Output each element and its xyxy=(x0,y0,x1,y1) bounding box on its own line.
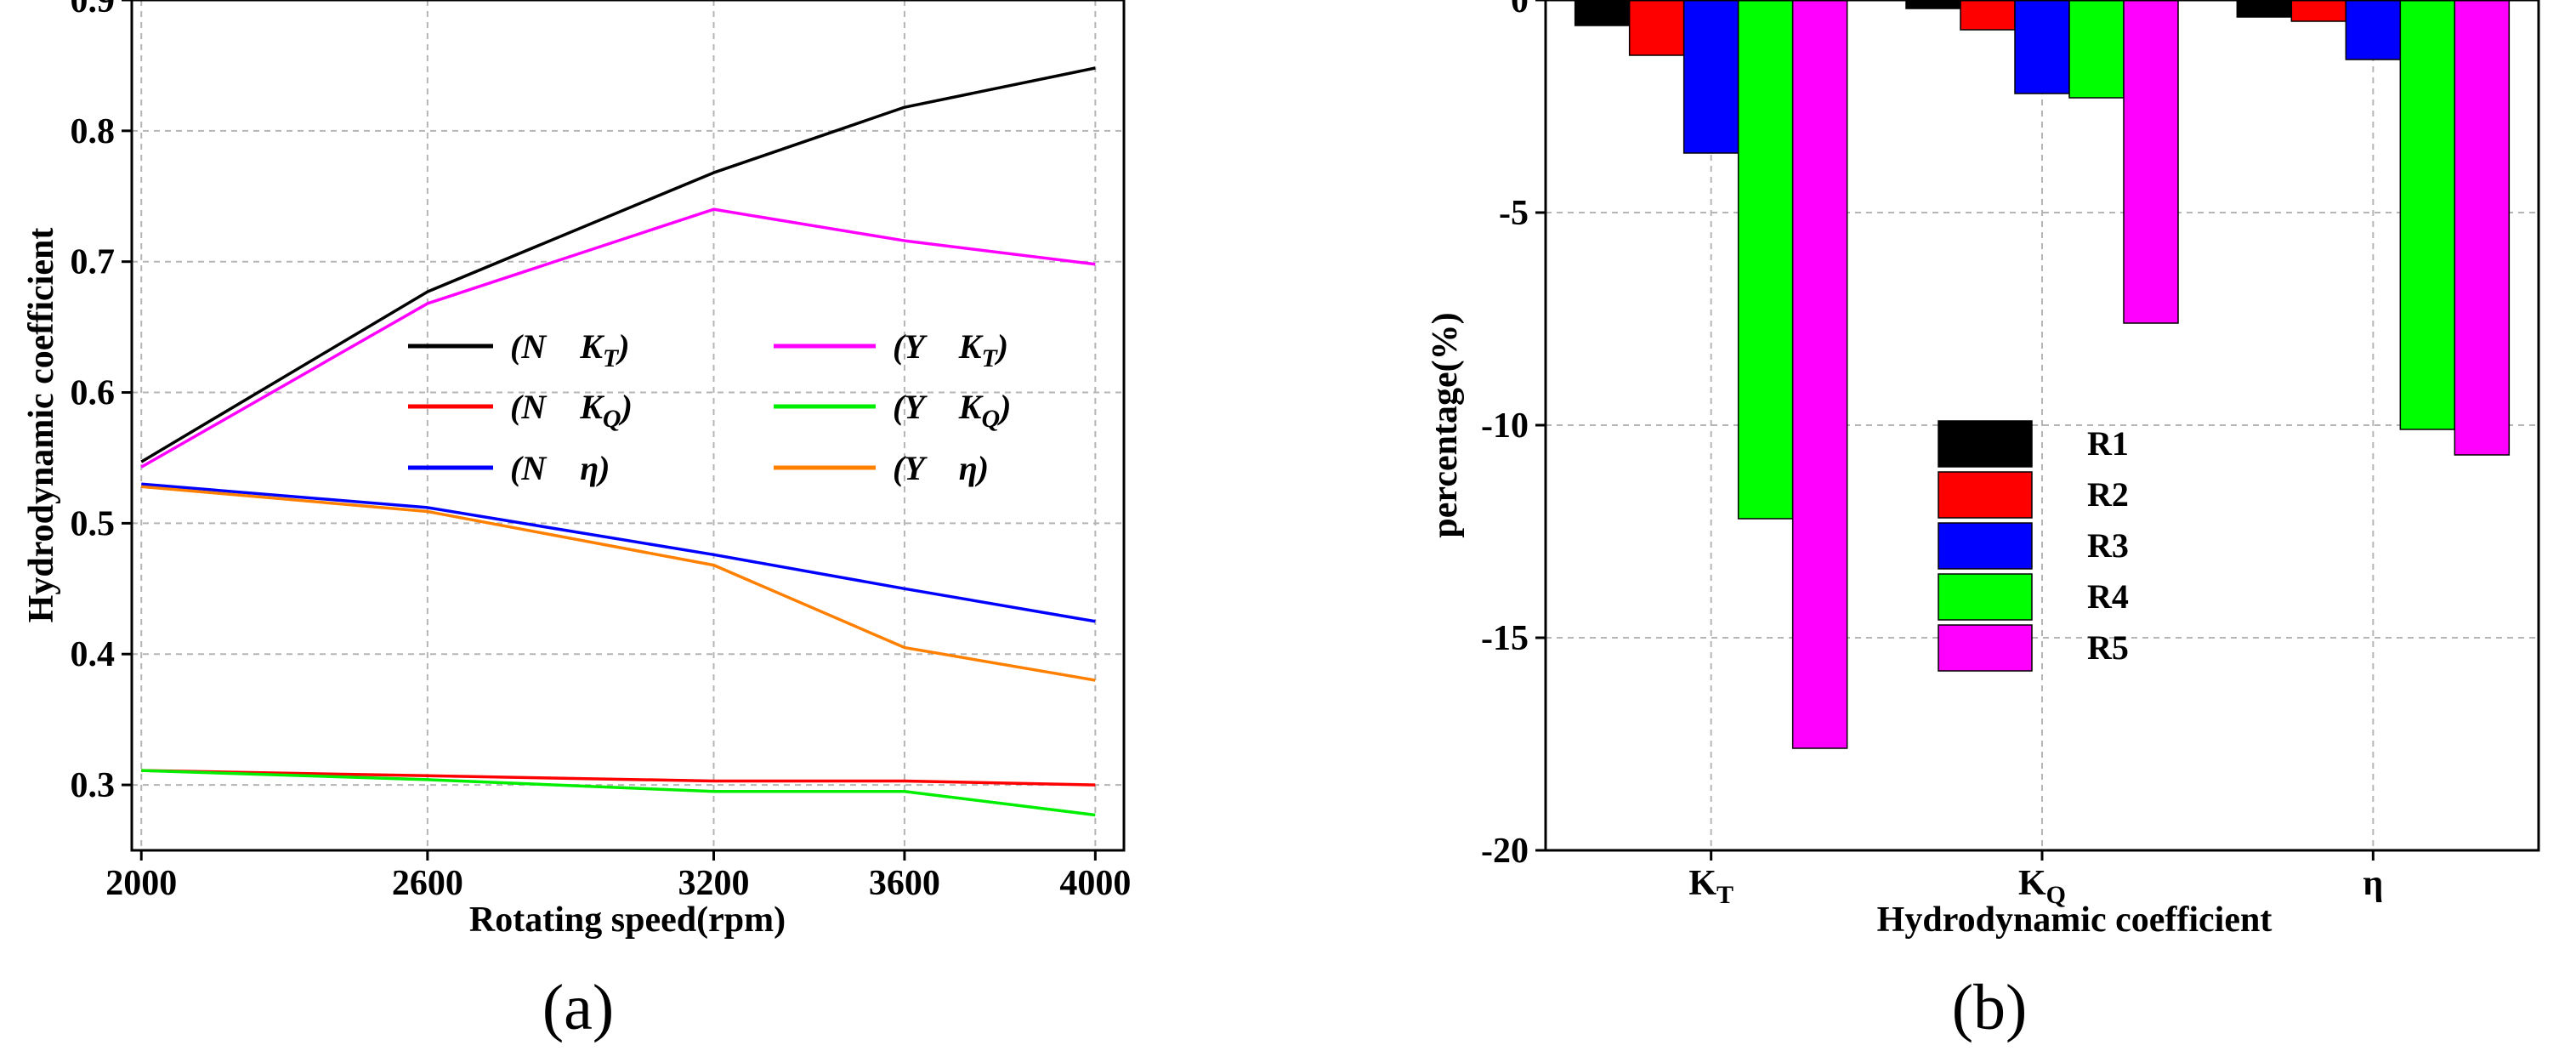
series-line-N_KT xyxy=(140,66,1096,463)
bar-chart-x-axis-label: Hydrodynamic coefficient xyxy=(1877,900,2272,940)
series-line-N_KQ xyxy=(141,769,1096,787)
legend-swatch-R1 xyxy=(1938,420,2033,468)
line-chart-frame xyxy=(130,0,1126,852)
legend-label-R2: R2 xyxy=(2087,475,2129,514)
bar-R1-2 xyxy=(2236,0,2293,18)
bar-R2-1 xyxy=(1960,0,2016,31)
panel-b: 0 -5 -10 -15 -20 KT KQ η R1 R2 R3 R4 R5 Hydrodynam… xyxy=(1426,0,2540,1043)
line-chart-grid xyxy=(132,0,1124,850)
series-line-Y_KT xyxy=(140,207,1096,469)
line-chart-x-axis-label: Rotating speed(rpm) xyxy=(469,900,786,940)
bar-R1-0 xyxy=(1574,0,1631,26)
legend-swatch-R5 xyxy=(1938,624,2033,672)
bar-chart-y-tick-label: -5 xyxy=(1499,194,1529,233)
panel-a-label: (a) xyxy=(542,972,614,1043)
line-chart-y-tick-label: 0.8 xyxy=(71,112,116,151)
line-chart-y-tick-label: 0.3 xyxy=(71,766,116,805)
line-chart-x-tick-label: 3200 xyxy=(678,864,749,903)
bar-chart-y-tick-label: -20 xyxy=(1481,832,1529,871)
bar-chart-x-tick-label: KT xyxy=(1688,864,1733,909)
bar-chart-y-tick-label: -10 xyxy=(1481,406,1529,446)
line-chart-y-axis-label: Hydrodynamic coefficient xyxy=(22,228,61,623)
bar-R3-2 xyxy=(2345,0,2402,60)
legend-swatch-R4 xyxy=(1938,573,2033,621)
line-chart-x-tick-label: 2600 xyxy=(392,864,463,903)
legend-label-Y_KT: (Y KT) xyxy=(893,327,1008,372)
legend-label-R1: R1 xyxy=(2087,424,2129,463)
bar-chart-grid xyxy=(1546,0,2539,851)
bar-chart-x-tick-label: KQ xyxy=(2018,864,2066,909)
panel-b-label: (b) xyxy=(1952,972,2028,1043)
line-chart-x-ticks: 2000 2600 3200 3600 4000 xyxy=(105,850,1131,903)
line-chart-y-tick-label: 0.7 xyxy=(71,243,116,282)
line-chart-y-tick-label: 0.6 xyxy=(71,374,116,413)
series-line-Y_eta xyxy=(141,485,1096,682)
bar-chart-x-ticks: KT KQ η xyxy=(1688,850,2383,909)
line-chart-y-tick-label: 0.9 xyxy=(71,0,116,20)
line-chart-series xyxy=(140,66,1096,817)
panel-a: 0.3 0.4 0.5 0.6 0.7 0.8 0.9 2000 2600 3200 3600 40… xyxy=(22,0,1131,1043)
legend-label-Y_KQ: (Y KQ) xyxy=(893,388,1011,433)
bar-chart-y-tick-label: 0 xyxy=(1511,0,1529,20)
line-chart-x-tick-label: 4000 xyxy=(1059,864,1131,903)
bar-R5-1 xyxy=(2123,0,2179,324)
bar-R4-1 xyxy=(2068,0,2125,99)
bar-chart-y-tick-label: -15 xyxy=(1481,619,1529,658)
bar-R2-2 xyxy=(2290,0,2347,22)
bar-chart-y-axis-label: percentage(%) xyxy=(1426,312,1465,537)
line-chart-legend: (N KT) (Y KT) (N KQ) (Y KQ) (N η) (Y η) xyxy=(408,327,1011,487)
bar-chart-bars xyxy=(1574,0,2511,749)
line-chart-x-tick-label: 3600 xyxy=(869,864,940,903)
bar-chart-legend: R1 R2 R3 R4 R5 xyxy=(1938,420,2129,672)
series-line-Y_KQ xyxy=(141,769,1096,817)
bar-R3-0 xyxy=(1682,0,1739,154)
legend-label-R4: R4 xyxy=(2087,577,2129,616)
bar-R2-0 xyxy=(1628,0,1685,56)
bar-R4-0 xyxy=(1737,0,1794,520)
line-chart-y-ticks: 0.3 0.4 0.5 0.6 0.7 0.8 0.9 xyxy=(71,0,132,805)
series-line-N_eta xyxy=(141,482,1096,623)
line-chart-y-tick-label: 0.5 xyxy=(71,504,116,543)
legend-label-R5: R5 xyxy=(2087,628,2129,667)
legend-swatch-R2 xyxy=(1938,471,2033,519)
line-chart-y-tick-label: 0.4 xyxy=(71,635,116,674)
bar-R3-1 xyxy=(2014,0,2070,94)
bar-R4-2 xyxy=(2399,0,2456,430)
legend-label-R3: R3 xyxy=(2087,526,2129,565)
legend-label-N_eta: (N η) xyxy=(510,449,610,487)
bar-R5-2 xyxy=(2454,0,2511,456)
bar-chart-x-tick-label: η xyxy=(2363,864,2383,903)
legend-label-N_KQ: (N KQ) xyxy=(510,388,633,433)
legend-swatch-R3 xyxy=(1938,522,2033,570)
legend-label-N_KT: (N KT) xyxy=(510,327,630,372)
bar-chart-y-ticks: 0 -5 -10 -15 -20 xyxy=(1481,0,1546,871)
line-chart-x-tick-label: 2000 xyxy=(105,864,177,903)
bar-R5-0 xyxy=(1791,0,1848,749)
legend-label-Y_eta: (Y η) xyxy=(893,449,989,487)
